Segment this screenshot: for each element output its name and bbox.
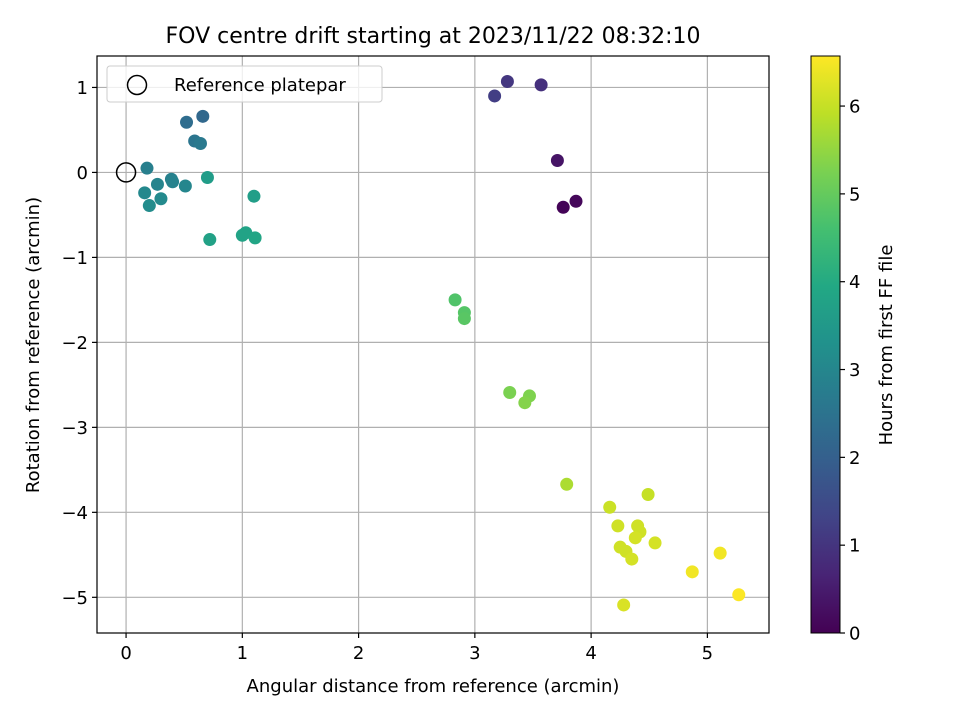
y-tick-label: −1 — [61, 248, 88, 269]
data-point — [142, 199, 156, 213]
colorbar-tick-label: 4 — [849, 272, 860, 293]
data-point — [569, 194, 583, 208]
data-point — [248, 231, 262, 245]
data-point — [166, 175, 180, 189]
y-tick-label: −3 — [61, 418, 88, 439]
legend: Reference platepar — [106, 65, 383, 103]
data-point — [628, 531, 642, 545]
reference-platepar-marker — [115, 162, 137, 183]
legend-box — [106, 65, 383, 103]
colorbar-tick-label: 3 — [849, 360, 860, 381]
data-point — [611, 519, 625, 533]
colorbar-label: Hours from first FF file — [876, 245, 897, 446]
y-tick-label: −4 — [61, 503, 88, 524]
data-point — [560, 477, 574, 491]
x-axis-label: Angular distance from reference (arcmin) — [247, 676, 620, 697]
data-point — [732, 588, 746, 602]
data-point — [247, 189, 261, 203]
data-point — [488, 89, 502, 103]
x-tick-label: 2 — [353, 643, 364, 664]
data-point — [178, 179, 192, 193]
data-point — [203, 233, 217, 247]
data-point — [193, 137, 207, 151]
data-point — [518, 396, 532, 410]
data-point — [648, 536, 662, 550]
data-point — [154, 192, 168, 206]
data-point — [138, 186, 152, 200]
data-point — [550, 154, 564, 168]
colorbar-tick-label: 0 — [849, 624, 860, 645]
data-points — [115, 74, 746, 612]
data-point — [617, 598, 631, 612]
data-point — [457, 312, 471, 326]
legend-reference-marker — [126, 74, 148, 96]
data-point — [685, 565, 699, 579]
data-point — [150, 177, 164, 191]
data-point — [503, 386, 517, 400]
grid-lines — [97, 56, 769, 633]
legend-label: Reference platepar — [174, 75, 346, 96]
y-tick-label: 0 — [77, 163, 88, 184]
y-axis-ticks: 1 0 −1 −2 −3 −4 −5 — [61, 78, 97, 609]
data-point — [448, 293, 462, 307]
colorbar-ticks: 0 1 2 3 4 5 6 — [840, 97, 860, 645]
x-axis-ticks: 0 1 2 3 4 5 — [120, 633, 713, 664]
chart-title: FOV centre drift starting at 2023/11/22 … — [166, 24, 701, 49]
data-point — [713, 546, 727, 560]
data-point — [140, 161, 154, 175]
y-tick-label: −5 — [61, 588, 88, 609]
data-point — [180, 115, 194, 129]
data-point — [196, 109, 210, 123]
colorbar-tick-label: 2 — [849, 448, 860, 469]
y-tick-label: −2 — [61, 333, 88, 354]
data-point — [603, 500, 617, 514]
y-axis-label: Rotation from reference (arcmin) — [23, 197, 44, 493]
colorbar-tick-label: 5 — [849, 184, 860, 205]
data-point — [200, 171, 214, 185]
data-point — [500, 74, 514, 88]
x-tick-label: 3 — [469, 643, 480, 664]
y-tick-label: 1 — [77, 78, 88, 99]
colorbar-tick-label: 1 — [849, 536, 860, 557]
data-point — [534, 78, 548, 92]
colorbar-tick-label: 6 — [849, 97, 860, 118]
x-tick-label: 4 — [585, 643, 596, 664]
colorbar — [810, 55, 841, 634]
data-point — [556, 200, 570, 214]
x-tick-label: 1 — [237, 643, 248, 664]
x-tick-label: 5 — [702, 643, 713, 664]
plot-frame — [96, 55, 770, 634]
x-tick-label: 0 — [120, 643, 131, 664]
data-point — [625, 552, 639, 566]
data-point — [641, 487, 655, 501]
